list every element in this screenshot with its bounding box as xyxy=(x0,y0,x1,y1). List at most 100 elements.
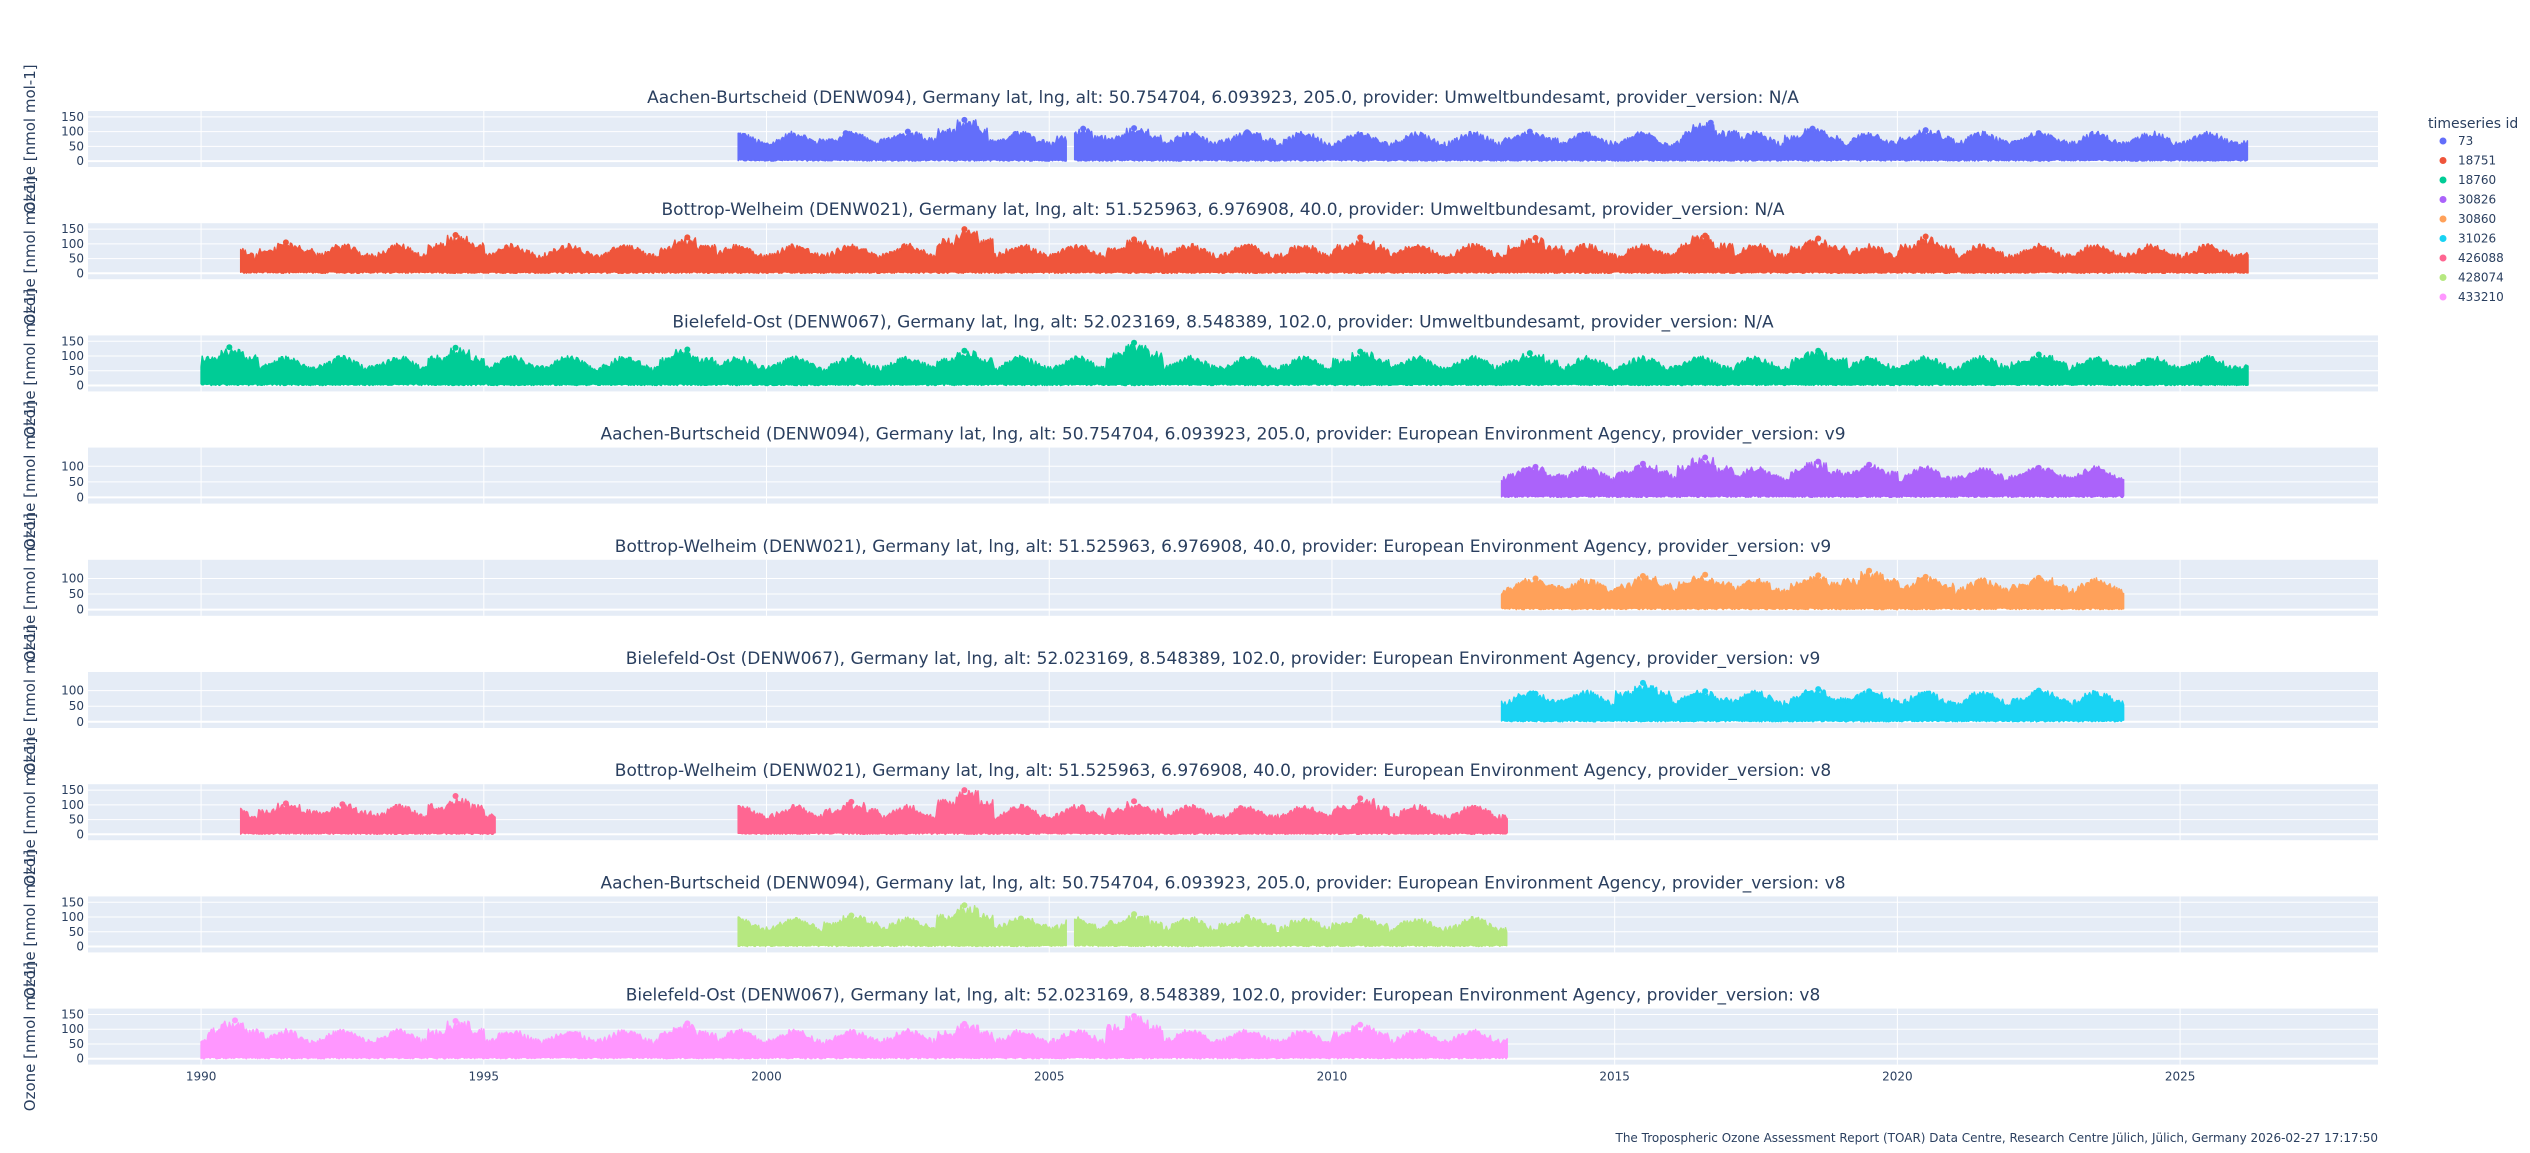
x-tick-label: 1995 xyxy=(469,1070,500,1084)
peak-point xyxy=(452,344,459,351)
peak-point xyxy=(1244,914,1251,921)
legend-label: 18760 xyxy=(2458,173,2496,187)
peak-point xyxy=(1532,463,1539,470)
y-tick-label: 0 xyxy=(76,266,84,280)
peak-point xyxy=(684,1020,691,1027)
subplot-30860: 0 50 100 Bottrop-Welheim (DENW021), Germany… xyxy=(61,537,2378,617)
series-426088-marks xyxy=(239,787,1508,836)
peak-point xyxy=(1532,234,1539,241)
peak-point xyxy=(1131,125,1138,132)
x-tick-label: 2000 xyxy=(751,1070,782,1084)
peak-point xyxy=(684,346,691,353)
peak-point xyxy=(1702,454,1709,461)
peak-point xyxy=(2035,687,2042,694)
peak-point xyxy=(282,239,289,246)
y-tick-label: 0 xyxy=(76,827,84,841)
subplot-30826: 050 100 Aachen-Burtscheid (DENW094), Germa… xyxy=(61,425,2378,504)
peak-point xyxy=(2035,130,2042,137)
legend-item-73[interactable]: 73 xyxy=(2439,134,2474,148)
peak-point xyxy=(848,912,855,919)
peak-point xyxy=(1131,798,1138,805)
peak-point xyxy=(1866,688,1873,695)
peak-point xyxy=(961,787,968,794)
y-axis-title: Ozone [nmol mol-1] xyxy=(21,289,39,438)
legend-label: 433210 xyxy=(2458,290,2504,304)
peak-point xyxy=(1702,571,1709,578)
y-tick-label: 50 xyxy=(69,139,84,153)
y-tick-label: 50 xyxy=(69,475,84,489)
legend-item-31026[interactable]: 31026 xyxy=(2439,232,2497,246)
y-tick-label: 0 xyxy=(76,940,84,954)
peak-point xyxy=(1080,125,1087,132)
y-tick-label: 50 xyxy=(69,252,84,266)
legend-item-18760[interactable]: 18760 xyxy=(2439,173,2497,187)
subplot-title: Bielefeld-Ost (DENW067), Germany lat, ln… xyxy=(626,986,1821,1006)
series-band xyxy=(200,1015,1508,1060)
series-band xyxy=(1500,570,2125,611)
legend-item-433210[interactable]: 433210 xyxy=(2439,290,2504,304)
y-tick-label: 150 xyxy=(61,895,84,909)
y-tick-label: 50 xyxy=(69,813,84,827)
peak-point xyxy=(452,231,459,238)
legend-item-18751[interactable]: 18751 xyxy=(2439,154,2497,168)
y-axis-title: Ozone [nmol mol-1] xyxy=(21,962,39,1111)
legend-item-30826[interactable]: 30826 xyxy=(2439,193,2497,207)
peak-point xyxy=(1922,233,1929,240)
y-tick-label: 50 xyxy=(69,587,84,601)
y-tick-label: 100 xyxy=(61,1022,84,1036)
legend-label: 426088 xyxy=(2458,251,2504,265)
legend-item-30860[interactable]: 30860 xyxy=(2439,212,2497,226)
peak-point xyxy=(1866,461,1873,468)
legend-marker xyxy=(2439,293,2447,301)
peak-point xyxy=(1357,234,1364,241)
subplot-title: Bottrop-Welheim (DENW021), Germany lat, … xyxy=(615,537,1831,557)
y-tick-label: 100 xyxy=(61,684,84,698)
y-tick-label: 150 xyxy=(61,110,84,124)
footer-credit: The Tropospheric Ozone Assessment Report… xyxy=(1615,1131,2379,1145)
peak-point xyxy=(2035,464,2042,471)
legend-label: 428074 xyxy=(2458,271,2504,285)
y-tick-label: 150 xyxy=(61,334,84,348)
series-band xyxy=(737,904,1067,948)
peak-point xyxy=(1815,686,1822,693)
peak-point xyxy=(339,801,346,808)
y-axis-title: Ozone [nmol mol-1] xyxy=(21,177,39,326)
peak-point xyxy=(961,902,968,909)
y-tick-label: 0 xyxy=(76,715,84,729)
x-tick-label: 2020 xyxy=(1882,1070,1913,1084)
legend-item-426088[interactable]: 426088 xyxy=(2439,251,2504,265)
y-tick-label: 50 xyxy=(69,364,84,378)
peak-point xyxy=(1244,129,1251,136)
peak-point xyxy=(1922,573,1929,580)
legend-marker xyxy=(2439,137,2447,145)
y-tick-label: 100 xyxy=(61,910,84,924)
legend-item-428074[interactable]: 428074 xyxy=(2439,271,2504,285)
y-tick-label: 0 xyxy=(76,1052,84,1066)
subplot-title: Bielefeld-Ost (DENW067), Germany lat, ln… xyxy=(672,312,1774,332)
peak-point xyxy=(1702,688,1709,695)
legend[interactable]: timeseries id 73 18751 18760 30826 30860 3102… xyxy=(2428,116,2518,304)
y-tick-label: 150 xyxy=(61,1007,84,1021)
peak-point xyxy=(1357,914,1364,921)
peak-point xyxy=(1639,679,1646,686)
x-tick-label: 2005 xyxy=(1034,1070,1065,1084)
peak-point xyxy=(848,798,855,805)
peak-point xyxy=(226,344,233,351)
y-axis-title: Ozone [nmol mol-1] xyxy=(21,738,39,887)
peak-point xyxy=(1815,572,1822,579)
peak-point xyxy=(232,1017,239,1024)
peak-point xyxy=(961,1020,968,1027)
y-tick-label: 150 xyxy=(61,783,84,797)
subplot-title: Aachen-Burtscheid (DENW094), Germany lat… xyxy=(647,88,1799,108)
peak-point xyxy=(1131,236,1138,243)
y-tick-label: 0 xyxy=(76,154,84,168)
series-30860-marks xyxy=(1500,567,2125,611)
subplot-title: Bielefeld-Ost (DENW067), Germany lat, ln… xyxy=(626,649,1821,669)
peak-point xyxy=(1815,235,1822,242)
y-tick-label: 150 xyxy=(61,222,84,236)
y-tick-label: 100 xyxy=(61,459,84,473)
